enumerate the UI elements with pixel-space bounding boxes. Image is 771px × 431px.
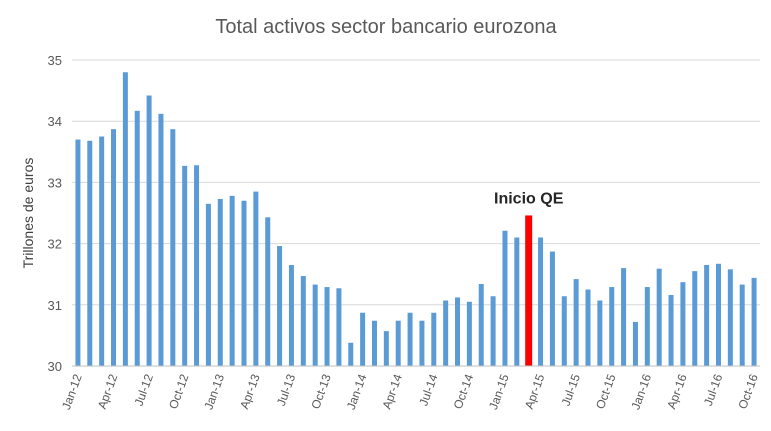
x-tick-label: Jan-14	[344, 372, 370, 412]
y-tick-label: 35	[48, 53, 62, 68]
bar	[692, 271, 698, 366]
bar	[443, 300, 449, 366]
bar	[455, 297, 461, 366]
bars	[75, 72, 757, 367]
x-tick-label: Oct-16	[735, 372, 761, 411]
bar	[383, 331, 389, 366]
bar	[217, 198, 223, 366]
x-tick-label: Oct-12	[166, 372, 192, 411]
bar	[111, 129, 117, 366]
y-tick-label: 31	[48, 298, 62, 313]
bar	[538, 237, 544, 366]
y-axis-ticks: 30 31 32 33 34 35	[48, 53, 62, 374]
bar	[739, 284, 745, 366]
bar	[407, 312, 413, 366]
bar	[656, 268, 662, 366]
bar	[205, 203, 211, 366]
x-tick-label: Jan-16	[628, 372, 654, 412]
bar	[288, 265, 294, 366]
x-tick-label: Apr-16	[664, 372, 690, 411]
bar	[478, 283, 484, 366]
bar	[561, 296, 567, 366]
bar	[419, 320, 425, 366]
y-tick-label: 33	[48, 175, 62, 190]
bar	[87, 140, 93, 366]
bar	[597, 300, 603, 366]
bar	[336, 288, 342, 366]
x-tick-label: Jul-16	[701, 372, 725, 408]
bar	[194, 165, 200, 366]
bar	[146, 95, 152, 366]
x-tick-label: Jan-13	[201, 372, 227, 412]
bar	[300, 276, 306, 366]
bar	[715, 263, 721, 366]
bar	[75, 139, 81, 366]
x-tick-label: Jan-15	[486, 372, 512, 412]
bar	[170, 129, 176, 366]
bar	[431, 312, 437, 366]
x-axis-ticks: Jan-12 Apr-12 Jul-12 Oct-12 Jan-13 Apr-13 Jul-…	[59, 372, 761, 412]
x-tick-label: Jul-13	[274, 372, 298, 408]
bar	[466, 301, 472, 366]
bar	[265, 217, 271, 366]
bar	[324, 287, 330, 366]
x-tick-label: Jul-12	[132, 372, 156, 408]
bar	[348, 342, 354, 366]
bar	[122, 72, 128, 367]
bar	[371, 320, 377, 366]
x-tick-label: Oct-13	[308, 372, 334, 411]
x-tick-label: Apr-13	[237, 372, 263, 411]
bar	[609, 287, 615, 366]
y-tick-label: 30	[48, 359, 62, 374]
bar	[680, 282, 686, 366]
bar	[277, 246, 283, 366]
bar	[99, 136, 105, 366]
chart-title: Total activos sector bancario eurozona	[215, 16, 557, 38]
x-tick-label: Jul-14	[416, 372, 440, 408]
bar	[751, 277, 757, 366]
bar	[573, 279, 579, 366]
bar	[644, 287, 650, 366]
bar	[241, 200, 247, 366]
x-tick-label: Jan-12	[59, 372, 85, 412]
bar	[514, 237, 520, 366]
x-tick-label: Oct-15	[593, 372, 619, 411]
x-tick-label: Jul-15	[559, 372, 583, 408]
qe-annotation: Inicio QE	[494, 190, 564, 207]
bar	[502, 230, 508, 366]
bar	[253, 191, 259, 366]
y-axis-label: Trillones de euros	[20, 158, 36, 269]
x-tick-label: Apr-15	[522, 372, 548, 411]
bar	[727, 269, 733, 366]
y-tick-label: 32	[48, 237, 62, 252]
x-tick-label: Apr-12	[95, 372, 121, 411]
bar	[704, 265, 710, 366]
bar	[158, 113, 164, 366]
bar	[134, 110, 140, 367]
bar	[312, 284, 318, 366]
bar	[490, 296, 496, 366]
x-tick-label: Oct-14	[451, 372, 477, 411]
x-tick-label: Apr-14	[380, 372, 406, 411]
bar-highlight	[525, 215, 533, 366]
bar	[395, 320, 401, 366]
bar	[549, 251, 555, 366]
bar	[360, 312, 366, 366]
bar	[668, 295, 674, 366]
bar	[229, 195, 235, 366]
bar	[632, 321, 638, 366]
bar	[585, 289, 591, 366]
y-tick-label: 34	[48, 114, 62, 129]
bar	[621, 268, 627, 366]
bar	[182, 165, 188, 366]
